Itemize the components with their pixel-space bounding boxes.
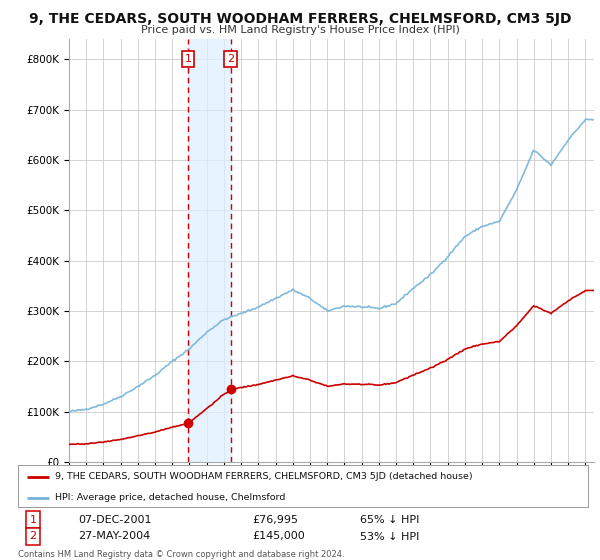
- Text: 65% ↓ HPI: 65% ↓ HPI: [360, 515, 419, 525]
- Bar: [188, 39, 231, 462]
- Text: Price paid vs. HM Land Registry's House Price Index (HPI): Price paid vs. HM Land Registry's House …: [140, 25, 460, 35]
- Text: 07-DEC-2001: 07-DEC-2001: [78, 515, 151, 525]
- Text: 2: 2: [227, 54, 235, 64]
- Text: £145,000: £145,000: [252, 531, 305, 542]
- Text: 9, THE CEDARS, SOUTH WOODHAM FERRERS, CHELMSFORD, CM3 5JD: 9, THE CEDARS, SOUTH WOODHAM FERRERS, CH…: [29, 12, 571, 26]
- Text: Contains HM Land Registry data © Crown copyright and database right 2024.
This d: Contains HM Land Registry data © Crown c…: [18, 550, 344, 560]
- Text: £76,995: £76,995: [252, 515, 298, 525]
- Text: 1: 1: [29, 515, 37, 525]
- Text: HPI: Average price, detached house, Chelmsford: HPI: Average price, detached house, Chel…: [55, 493, 286, 502]
- Text: 9, THE CEDARS, SOUTH WOODHAM FERRERS, CHELMSFORD, CM3 5JD (detached house): 9, THE CEDARS, SOUTH WOODHAM FERRERS, CH…: [55, 472, 473, 481]
- Text: 1: 1: [185, 54, 191, 64]
- Text: 2: 2: [29, 531, 37, 542]
- Text: 27-MAY-2004: 27-MAY-2004: [78, 531, 150, 542]
- Text: 53% ↓ HPI: 53% ↓ HPI: [360, 531, 419, 542]
